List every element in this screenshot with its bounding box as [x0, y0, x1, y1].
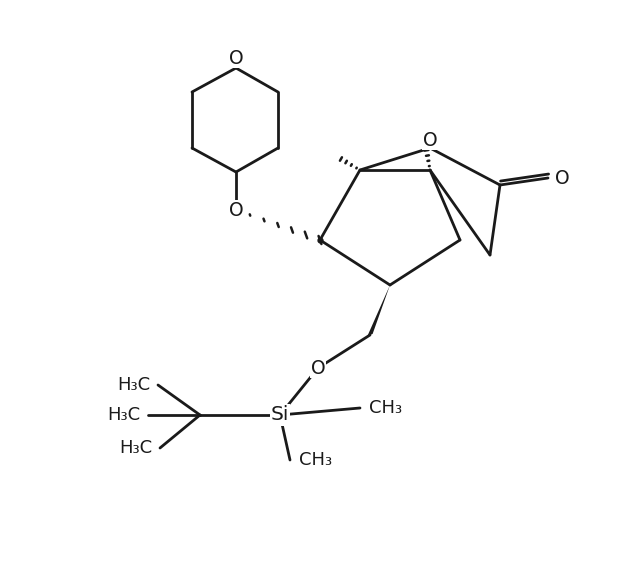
Text: O: O — [422, 130, 437, 150]
Text: O: O — [228, 200, 243, 220]
Text: O: O — [310, 358, 325, 377]
Text: H₃C: H₃C — [108, 406, 141, 424]
Text: O: O — [555, 168, 570, 188]
Text: H₃C: H₃C — [117, 376, 150, 394]
Text: H₃C: H₃C — [120, 439, 152, 457]
Polygon shape — [367, 285, 390, 336]
Text: Si: Si — [271, 406, 289, 424]
Text: CH₃: CH₃ — [300, 451, 333, 469]
Text: O: O — [228, 48, 243, 68]
Text: CH₃: CH₃ — [369, 399, 403, 417]
